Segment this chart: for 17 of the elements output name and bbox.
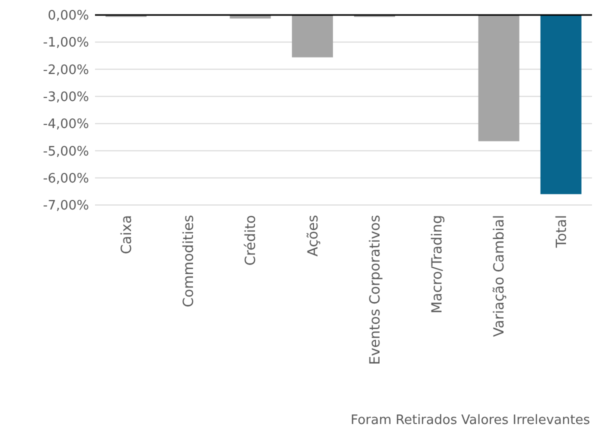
x-tick-label: Total [554,215,570,249]
x-tick-label: Crédito [243,215,260,266]
y-tick-label: -4,00% [43,117,89,132]
y-tick-label: -5,00% [43,144,89,160]
x-tick-label: Ações [305,215,322,257]
y-tick-label: -1,00% [43,36,89,51]
y-tick-label: -3,00% [43,90,89,105]
y-tick-label: -6,00% [43,171,89,186]
y-tick-label: -2,00% [43,62,89,78]
x-tick-label: Variação Cambial [492,215,508,337]
text: Foram Retirados Valores Irrelevantes [350,413,590,428]
x-tick-label: Commodities [181,215,198,308]
y-tick-label: 0,00% [48,8,89,24]
x-tick-label: Eventos Corporativos [367,215,384,365]
y-tick-label: -7,00% [43,198,89,214]
x-tick-label: Macro/Trading [430,215,446,314]
x-tick-label: Caixa [118,215,135,254]
